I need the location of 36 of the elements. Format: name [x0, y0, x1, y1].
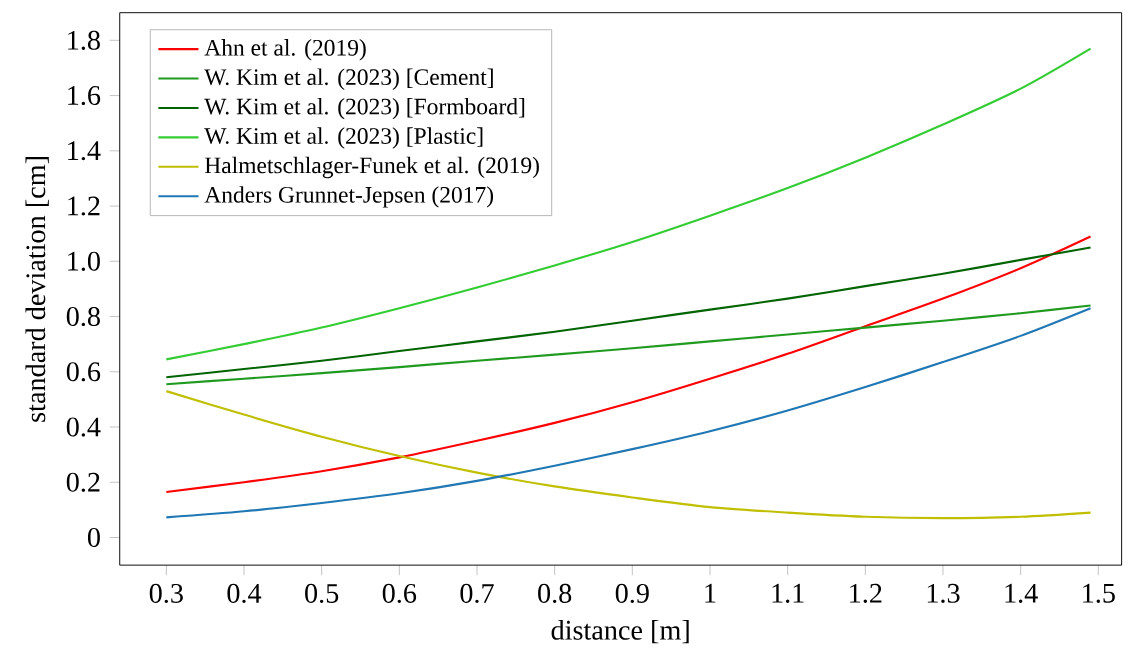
legend-label: W. Kim et al. (2023) [Formboard]	[204, 98, 525, 120]
x-tick-label: 1.4	[1005, 583, 1038, 603]
legend-label: W. Kim et al. (2023) [Cement]	[204, 68, 493, 90]
y-tick-label: 0.2	[66, 472, 100, 492]
line-series	[165, 307, 1092, 519]
y-tick-label: 1.2	[68, 196, 100, 216]
line-series	[165, 304, 1092, 386]
legend-label: Halmetschlager-Funek et al. (2019)	[204, 156, 539, 179]
x-tick-label: 1	[705, 583, 716, 603]
y-axis-title: standard deviation [cm]	[25, 157, 49, 422]
x-tick-label: 0.8	[538, 583, 572, 604]
x-tick-label: 1.2	[850, 583, 882, 604]
line-series	[165, 235, 1092, 494]
x-tick-label: 1.1	[772, 583, 804, 603]
x-tick-label: 0.4	[227, 583, 262, 604]
y-tick-label: 0.4	[66, 417, 101, 437]
y-tick-label: 0.6	[66, 362, 101, 382]
legend-label: Ahn et al. (2019)	[204, 39, 366, 61]
y-tick-label: 1.0	[68, 251, 100, 271]
x-tick-label: 1.5	[1083, 583, 1115, 603]
x-tick-label: 0.6	[382, 583, 417, 604]
x-tick-label: 0.5	[305, 583, 339, 604]
x-axis-title: distance [m]	[551, 620, 689, 644]
legend-label: W. Kim et al. (2023) [Plastic]	[204, 127, 483, 149]
x-tick-label: 1.3	[927, 583, 960, 604]
x-tick-label: 0.7	[460, 583, 494, 604]
x-tick-label: 0.9	[615, 583, 649, 604]
legend-label: Anders Grunnet-Jepsen (2017)	[204, 186, 494, 208]
x-tick-label: 0.3	[149, 583, 183, 604]
y-tick-label: 0.8	[66, 307, 100, 327]
y-tick-label: 0	[87, 528, 100, 548]
line-series	[165, 390, 1092, 520]
line-series	[165, 246, 1092, 379]
y-tick-label: 1.4	[68, 141, 101, 161]
y-tick-label: 1.6	[68, 86, 101, 106]
y-tick-label: 1.8	[68, 30, 100, 51]
